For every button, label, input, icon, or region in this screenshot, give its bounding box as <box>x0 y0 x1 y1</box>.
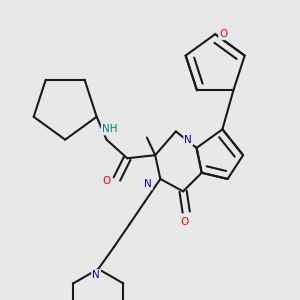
Text: N: N <box>144 179 152 189</box>
Text: O: O <box>219 29 228 39</box>
Text: O: O <box>102 176 111 186</box>
Text: N: N <box>92 270 100 280</box>
Text: N: N <box>184 135 192 145</box>
Text: NH: NH <box>102 124 117 134</box>
Text: O: O <box>180 218 188 227</box>
